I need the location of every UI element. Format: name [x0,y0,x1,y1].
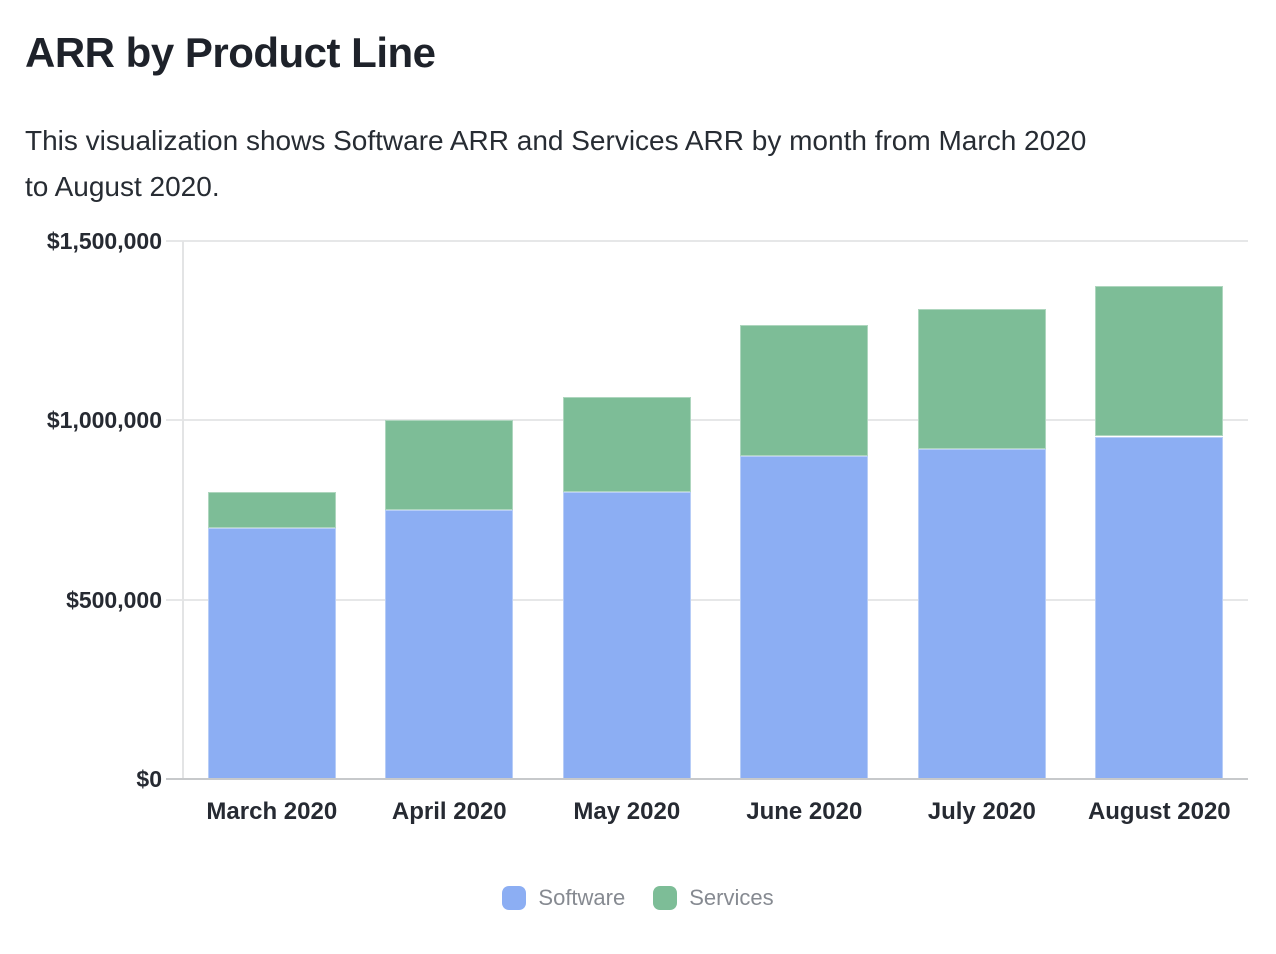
x-axis-tick-label: August 2020 [1087,798,1231,825]
page-title: ARR by Product Line [25,29,436,76]
y-axis-tick-label: $500,000 [66,586,162,613]
bar-segment-software-june-2020[interactable] [740,456,869,779]
bar-segment-services-july-2020[interactable] [917,309,1046,449]
y-axis-tick-label: $0 [136,766,162,792]
x-axis-baseline [166,778,1248,780]
subtitle-line-2: to August 2020. [25,171,220,202]
y-axis-line [182,241,184,779]
legend: Software Services [0,886,1276,910]
bar-segment-services-august-2020[interactable] [1095,285,1224,437]
bar-segment-software-august-2020[interactable] [1095,436,1224,779]
bar-segment-services-march-2020[interactable] [207,492,336,528]
legend-item-services[interactable]: Services [653,885,774,910]
x-axis-tick-label: May 2020 [573,798,681,825]
legend-swatch-software [502,886,527,910]
subtitle-line-1: This visualization shows Software ARR an… [25,125,1087,156]
gridline [166,419,1248,422]
legend-swatch-services [653,886,678,910]
x-axis-tick-label: July 2020 [927,798,1036,825]
bar-segment-software-march-2020[interactable] [207,527,336,779]
bar-segment-software-july-2020[interactable] [917,449,1046,779]
x-axis-tick-label: March 2020 [206,798,338,825]
bar-segment-services-june-2020[interactable] [740,325,869,457]
legend-label: Services [689,885,774,910]
bar-segment-services-april-2020[interactable] [385,420,514,510]
bar-segment-services-may-2020[interactable] [562,397,691,492]
x-axis-tick-label: April 2020 [391,798,507,825]
x-axis-tick-label: June 2020 [746,798,863,825]
y-axis-tick-label: $1,000,000 [46,407,162,434]
gridline [166,240,1248,242]
y-axis-tick-label: $1,500,000 [46,228,162,254]
bar-segment-software-april-2020[interactable] [385,510,514,779]
legend-item-software[interactable]: Software [502,886,625,910]
page-subtitle: This visualization shows Software ARR an… [25,118,1086,210]
legend-label: Software [538,885,626,910]
gridline [166,598,1248,601]
bar-segment-software-may-2020[interactable] [562,492,691,779]
